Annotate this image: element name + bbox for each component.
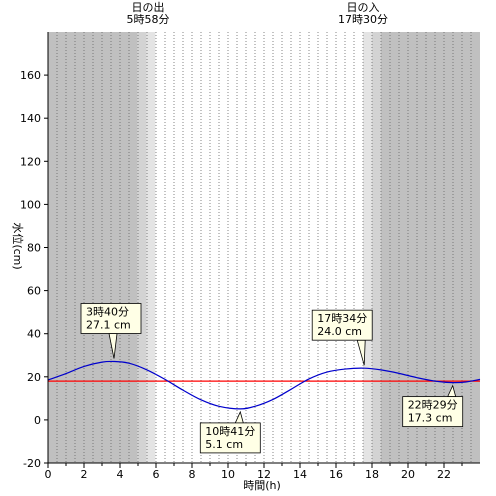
y-tick-label: 60 <box>27 285 41 298</box>
twilight-band-evening-outer <box>372 32 381 463</box>
x-tick-label: 4 <box>117 468 124 481</box>
x-tick-label: 8 <box>189 468 196 481</box>
day-band <box>155 32 363 463</box>
callout-box <box>311 309 373 341</box>
day-night-background <box>48 32 480 463</box>
night-band-evening <box>381 32 480 463</box>
twilight-band-evening-inner <box>363 32 372 463</box>
x-tick-labels: 0 2 4 6 8 10 12 14 16 18 20 22 <box>45 463 463 481</box>
y-tick-label: 0 <box>34 414 41 427</box>
x-tick-label: 10 <box>221 468 235 481</box>
callout-time: 10時41分 <box>205 425 255 438</box>
y-axis-label: 水位(cm) <box>11 222 25 269</box>
y-tick-label: -20 <box>23 457 41 470</box>
callout-box <box>402 396 464 428</box>
night-band-morning <box>48 32 138 463</box>
callout-level: 24.0 cm <box>317 325 362 338</box>
y-tick-label: 40 <box>27 328 41 341</box>
callout-level: 27.1 cm <box>86 318 131 331</box>
twilight-band-morning-inner <box>146 32 156 463</box>
x-tick-label: 18 <box>365 468 379 481</box>
callout-time: 3時40分 <box>86 305 129 318</box>
x-tick-label: 2 <box>81 468 88 481</box>
sunrise-time: 5時58分 <box>127 13 170 26</box>
callout-time: 22時29分 <box>408 399 458 412</box>
x-tick-label: 16 <box>329 468 343 481</box>
y-tick-label: 20 <box>27 371 41 384</box>
x-tick-label: 14 <box>293 468 307 481</box>
y-tick-label: 120 <box>20 155 41 168</box>
x-tick-label: 20 <box>401 468 415 481</box>
y-tick-label: 100 <box>20 198 41 211</box>
twilight-band-morning-outer <box>137 32 147 463</box>
y-tick-labels: -20 0 20 40 60 80 100 120 140 160 <box>20 69 48 470</box>
tide-series-line <box>47 360 481 410</box>
callout-box <box>80 303 142 334</box>
x-tick-label: 22 <box>437 468 451 481</box>
callout-level: 17.3 cm <box>408 412 453 425</box>
sunset-label: 日の入 <box>347 1 380 14</box>
x-tick-label: 6 <box>153 468 160 481</box>
callout-box <box>199 422 261 454</box>
callout-level: 5.1 cm <box>205 438 243 451</box>
y-tick-label: 80 <box>27 242 41 255</box>
x-axis-label: 時間(h) <box>243 479 281 492</box>
sunrise-label: 日の出 <box>132 0 165 14</box>
y-tick-label: 160 <box>20 69 41 82</box>
y-tick-label: 140 <box>20 112 41 125</box>
callout-time: 17時34分 <box>317 312 367 325</box>
sunset-time: 17時30分 <box>338 13 388 26</box>
x-tick-label: 0 <box>45 468 52 481</box>
x-tick-label: 12 <box>257 468 271 481</box>
series-layer <box>47 360 481 410</box>
